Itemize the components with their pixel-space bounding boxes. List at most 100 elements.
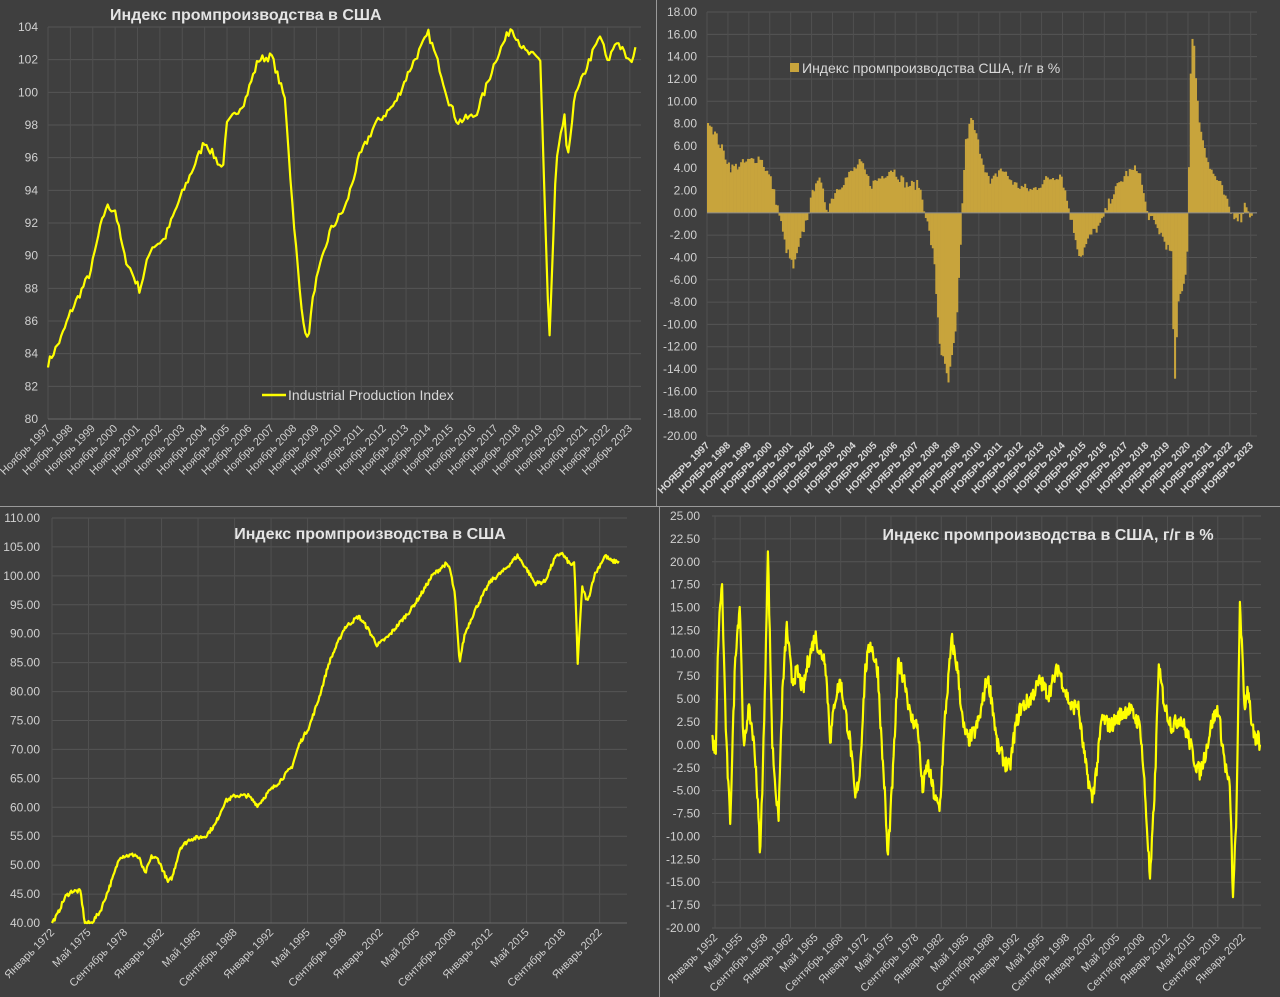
bar — [1194, 78, 1198, 213]
bar — [1126, 176, 1130, 213]
bar — [837, 189, 840, 213]
bar — [1219, 180, 1222, 213]
bar — [738, 166, 741, 213]
bar — [1242, 212, 1245, 215]
bar — [916, 179, 919, 213]
y-tick-label: 102 — [18, 53, 38, 67]
bar — [1187, 167, 1191, 213]
bar — [1053, 180, 1056, 213]
series-line — [711, 550, 1262, 899]
bar — [792, 212, 795, 269]
bar — [759, 159, 762, 213]
bar — [1240, 212, 1243, 223]
bar — [713, 131, 717, 213]
bar — [1065, 200, 1069, 213]
y-tick-label: 95.00 — [10, 598, 40, 612]
y-tick-label: -2.50 — [673, 761, 701, 775]
bar — [924, 212, 927, 218]
y-tick-label: 0.00 — [674, 206, 698, 220]
bar — [815, 183, 818, 213]
bar — [1074, 212, 1077, 241]
bar — [935, 212, 938, 295]
bar — [1022, 187, 1025, 213]
bar — [902, 177, 905, 213]
y-tick-label: 10.00 — [670, 646, 700, 660]
bar — [1137, 173, 1140, 213]
bar — [1011, 184, 1015, 213]
bar — [991, 178, 994, 213]
bar — [1217, 180, 1220, 213]
bar — [975, 133, 978, 213]
bar — [1015, 182, 1018, 213]
bar — [830, 198, 833, 213]
bar — [1186, 212, 1189, 252]
bar — [930, 212, 933, 246]
bar — [1235, 212, 1238, 218]
y-tick-label: 65.00 — [10, 771, 40, 785]
bar — [1071, 212, 1074, 220]
bar — [766, 170, 769, 213]
bar — [1201, 140, 1204, 213]
y-tick-label: 98 — [25, 118, 39, 132]
bar — [748, 159, 751, 213]
bar — [874, 180, 877, 213]
bar — [886, 176, 889, 213]
y-tick-label: 55.00 — [10, 829, 40, 843]
bar — [1057, 179, 1060, 213]
bar — [776, 205, 779, 213]
bar — [802, 212, 805, 233]
y-tick-label: 90 — [25, 249, 39, 263]
bar — [1062, 187, 1065, 213]
bar — [846, 177, 849, 213]
bar — [839, 189, 842, 213]
bar — [1224, 195, 1227, 213]
bar — [863, 169, 866, 213]
bar — [937, 212, 940, 318]
bar — [858, 159, 861, 213]
bar — [921, 199, 924, 213]
bar — [816, 180, 819, 213]
bar — [1233, 212, 1236, 220]
bar — [896, 179, 899, 213]
bar — [1132, 169, 1135, 213]
bar — [708, 125, 711, 213]
bar — [985, 172, 988, 213]
bar — [928, 212, 931, 231]
bar — [1200, 131, 1203, 213]
bar — [1158, 212, 1161, 235]
bar — [1027, 191, 1030, 213]
bar — [783, 212, 786, 240]
series-line — [50, 551, 620, 925]
bar — [1130, 169, 1133, 213]
bar — [1092, 212, 1095, 229]
bar — [1043, 179, 1046, 213]
bar — [1064, 190, 1067, 213]
bar — [860, 161, 863, 213]
y-tick-label: 40.00 — [10, 916, 40, 930]
bar — [1139, 173, 1142, 213]
bar — [1013, 182, 1016, 213]
bar — [914, 189, 917, 213]
bar — [1025, 188, 1028, 213]
bar — [785, 212, 788, 254]
bar — [754, 163, 757, 213]
y-tick-label: 12.00 — [667, 72, 697, 86]
bar — [1161, 212, 1164, 237]
bar — [1165, 212, 1168, 250]
bar — [750, 158, 753, 213]
chart-title: Индекс промпроизводства в США — [110, 7, 382, 24]
bar — [891, 172, 894, 213]
bar — [1146, 211, 1149, 213]
bar — [968, 123, 971, 213]
bar — [923, 211, 926, 213]
y-tick-label: 10.00 — [667, 94, 697, 108]
bar — [741, 159, 744, 213]
bar — [872, 180, 875, 213]
bar — [1189, 73, 1192, 213]
bar — [1140, 184, 1143, 213]
bar — [1179, 212, 1182, 294]
bar — [1024, 183, 1027, 213]
bar — [745, 161, 748, 213]
bar — [938, 212, 941, 344]
